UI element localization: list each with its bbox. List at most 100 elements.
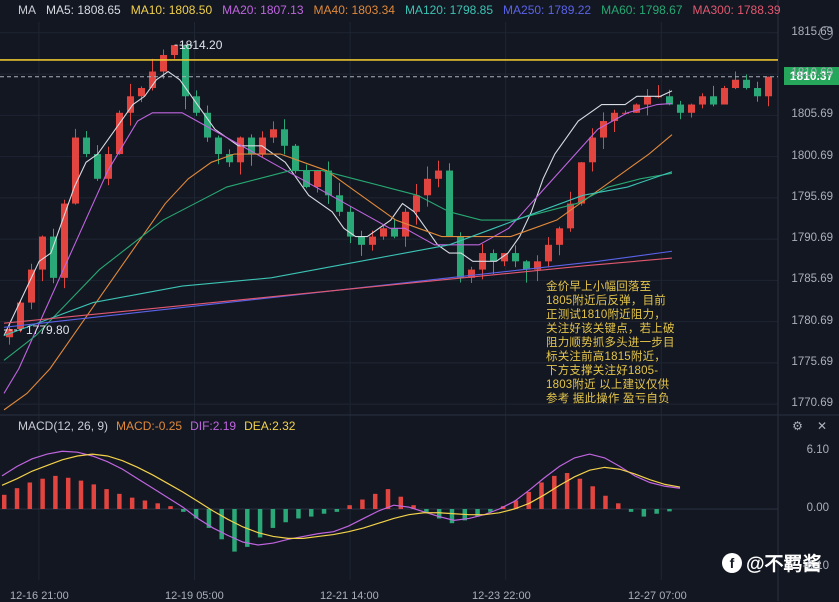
candle [82, 137, 91, 155]
candle [115, 112, 124, 155]
macd-histogram-bar [641, 509, 647, 517]
candle [742, 79, 751, 89]
macd-histogram-bar [65, 477, 71, 509]
candle [148, 71, 157, 89]
macd-histogram-bar [117, 493, 122, 509]
candle [181, 45, 190, 97]
candle [511, 253, 520, 262]
candle [632, 104, 641, 113]
dea-value: DEA:2.32 [244, 419, 296, 433]
macd-histogram-bar [603, 495, 608, 509]
macd-histogram-bar [219, 509, 224, 540]
candle [368, 236, 377, 245]
high-price-label: 1814.20 [179, 38, 223, 52]
candle [731, 79, 740, 89]
candle [599, 121, 608, 138]
macd-histogram-bar [168, 506, 173, 509]
candle [456, 236, 465, 278]
macd-histogram-bar [206, 509, 212, 528]
candle [467, 269, 476, 278]
candle [555, 228, 564, 245]
current-price-tag: 1810.37 [784, 67, 839, 85]
candle [577, 162, 586, 204]
price-tick-label: 1815.69 [791, 25, 833, 38]
ma-line-ma300 [3, 257, 673, 324]
ma60-legend: MA60: 1798.67 [601, 3, 683, 17]
price-tick-label: 1810.69 [791, 67, 833, 80]
macd-histogram-bar [577, 478, 583, 509]
candle [434, 170, 443, 179]
macd-histogram-bar [411, 505, 416, 509]
macd-histogram-bar [398, 496, 404, 509]
candle [137, 88, 146, 97]
dif-value: DIF:2.19 [190, 419, 237, 433]
candle [720, 88, 729, 105]
macd-histogram-bar [2, 494, 7, 509]
macd-histogram-bar [436, 509, 442, 519]
candle [764, 76, 773, 97]
macd-histogram-bar [27, 482, 33, 509]
ma-line-ma60 [3, 169, 673, 361]
ma10-legend: MA10: 1808.50 [130, 3, 213, 17]
dif-line [1, 450, 681, 546]
macd-histogram-bar [245, 509, 250, 547]
candle [93, 154, 102, 179]
candle [159, 55, 168, 72]
candle [544, 244, 553, 262]
ma-line-ma120 [3, 171, 673, 337]
ma20-legend: MA20: 1807.13 [222, 3, 304, 17]
macd-histogram-bar [232, 509, 237, 552]
macd-histogram-bar [296, 509, 301, 519]
candle [236, 137, 245, 163]
macd-histogram-bar [654, 509, 659, 514]
macd-histogram-bar [129, 497, 135, 509]
macd-histogram-bar [309, 509, 314, 517]
macd-histogram-bar [257, 509, 263, 538]
candle [269, 129, 278, 138]
candle [379, 228, 388, 237]
macd-tick-label: 0.00 [806, 502, 829, 514]
macd-histogram-bar [372, 493, 378, 509]
ma250-legend: MA250: 1789.22 [503, 3, 592, 17]
macd-histogram-bar [385, 489, 391, 509]
price-tick-label: 1780.69 [791, 314, 833, 327]
macd-histogram-bar [347, 505, 352, 509]
price-tick-label: 1800.69 [791, 149, 833, 162]
candle [643, 96, 652, 105]
macd-histogram-bar [283, 509, 288, 523]
time-tick-label: 12-27 07:00 [628, 590, 687, 602]
candle [170, 45, 179, 56]
settings-gear-icon[interactable]: ⚙ [792, 419, 803, 433]
close-icon[interactable]: ✕ [816, 419, 827, 433]
macd-histogram-bar [667, 509, 672, 512]
candle [753, 88, 762, 97]
macd-histogram-bar [526, 491, 531, 509]
candle [357, 236, 366, 245]
candle [291, 145, 300, 171]
macd-histogram-bar [14, 488, 20, 509]
gear-icon[interactable] [819, 26, 833, 40]
candle [698, 96, 707, 105]
macd-histogram-bar [142, 500, 148, 509]
candle [126, 96, 135, 113]
candle [192, 96, 201, 113]
candle [313, 170, 322, 188]
macd-tools: ⚙ ✕ [792, 419, 827, 433]
macd-histogram-bar [564, 473, 570, 509]
candle [665, 96, 674, 105]
candle [445, 170, 454, 237]
macd-histogram-bar [513, 500, 519, 509]
macd-legend-title: MACD(12, 26, 9) [18, 419, 109, 433]
candle [16, 302, 25, 329]
candle [533, 261, 542, 270]
macd-histogram-bar [40, 478, 45, 509]
candle [346, 211, 355, 237]
candle [687, 104, 696, 113]
macd-histogram-bar [488, 509, 493, 512]
price-tick-label: 1805.69 [791, 108, 833, 121]
candle [225, 154, 234, 163]
watermark: f @不羁酱 [722, 549, 822, 576]
price-tick-label: 1785.69 [791, 273, 833, 286]
